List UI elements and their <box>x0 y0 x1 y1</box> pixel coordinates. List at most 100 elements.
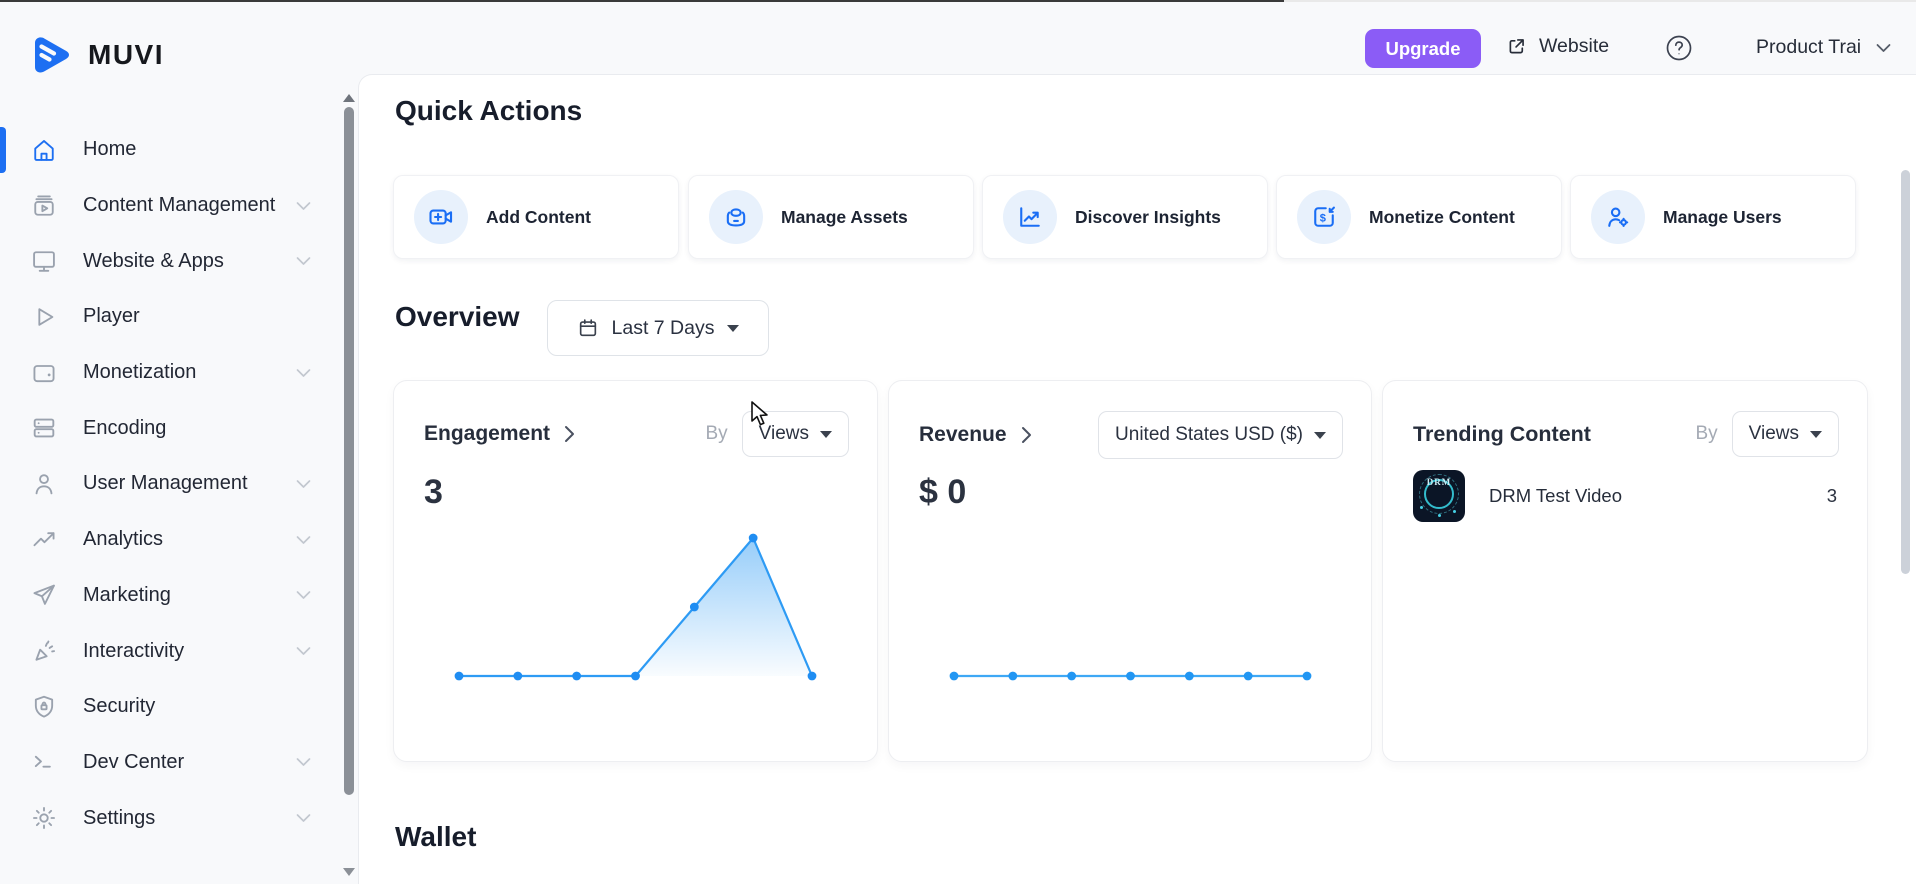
player-icon <box>38 308 54 326</box>
sidebar-item-home[interactable]: Home <box>0 122 358 178</box>
sidebar-item-website-apps[interactable]: Website & Apps <box>0 233 358 289</box>
caret-down-icon <box>1810 430 1822 438</box>
quick-action-label: Manage Users <box>1663 206 1782 227</box>
account-menu[interactable]: Product Trai <box>1756 36 1891 59</box>
trending-card-header: Trending Content By Views <box>1413 411 1839 457</box>
quick-action-manage-users[interactable]: Manage Users <box>1570 175 1856 259</box>
revenue-title: Revenue <box>919 423 1007 446</box>
sidebar-item-label: Home <box>83 138 137 161</box>
brand-name: MUVI <box>88 39 164 70</box>
chevron-right-icon <box>565 426 575 442</box>
content-management-icon <box>34 195 54 216</box>
muvi-logo-icon <box>35 37 69 73</box>
calendar-icon <box>579 319 596 337</box>
main-scrollbar-thumb[interactable] <box>1901 170 1910 574</box>
sidebar-item-settings[interactable]: Settings <box>0 790 358 846</box>
caret-down-icon <box>1314 431 1326 439</box>
engagement-title: Engagement <box>424 422 551 445</box>
chevron-right-icon <box>1021 427 1031 443</box>
quick-action-label: Monetize Content <box>1369 206 1515 227</box>
monetize-content-icon: $ <box>1297 190 1351 244</box>
analytics-icon <box>33 531 55 546</box>
sidebar-scroll-up-arrow[interactable] <box>343 94 355 102</box>
sidebar-item-label: Content Management <box>83 194 276 217</box>
topbar: MUVI Upgrade Website Product Trai <box>0 2 1916 74</box>
trending-item[interactable]: DRM DRM Test Video 3 <box>1413 465 1837 527</box>
window-top-border <box>0 0 1284 2</box>
trending-content-card: Trending Content By Views DRM DRM Test <box>1382 380 1868 762</box>
manage-users-icon <box>1591 190 1645 244</box>
user-management-icon <box>35 474 53 495</box>
help-button[interactable] <box>1664 33 1694 63</box>
trending-metric-dropdown[interactable]: Views <box>1731 411 1839 457</box>
window-top-border-light <box>1284 0 1916 2</box>
active-indicator <box>0 126 6 173</box>
sidebar-item-label: Interactivity <box>83 639 185 662</box>
quick-action-label: Discover Insights <box>1075 206 1221 227</box>
engagement-card-header: Engagement By Views <box>424 411 849 457</box>
sidebar-item-marketing[interactable]: Marketing <box>0 568 358 624</box>
sidebar-item-label: Security <box>83 695 156 718</box>
home-icon <box>34 139 54 161</box>
revenue-currency-value: United States USD ($) <box>1115 424 1303 445</box>
interactivity-icon <box>35 640 55 661</box>
engagement-title-link[interactable]: Engagement <box>424 422 575 446</box>
overview-title: Overview <box>395 301 520 332</box>
quick-action-add-content[interactable]: Add Content <box>393 175 679 259</box>
sidebar-nav: Home Content Management Website & Apps <box>0 122 358 846</box>
svg-text:$: $ <box>1320 213 1326 225</box>
sidebar-item-user-management[interactable]: User Management <box>0 456 358 512</box>
engagement-value: 3 <box>424 473 443 511</box>
quick-action-manage-assets[interactable]: Manage Assets <box>688 175 974 259</box>
revenue-card-header: Revenue United States USD ($) <box>919 411 1343 459</box>
sidebar-item-analytics[interactable]: Analytics <box>0 512 358 568</box>
sidebar-item-label: Dev Center <box>83 750 185 773</box>
marketing-icon <box>33 585 55 606</box>
sidebar-item-label: Monetization <box>83 361 197 384</box>
revenue-card: Revenue United States USD ($) $ 0 <box>888 380 1372 762</box>
engagement-metric-value: Views <box>758 423 809 444</box>
sidebar-scrollbar-thumb[interactable] <box>344 107 354 795</box>
upgrade-button[interactable]: Upgrade <box>1365 29 1481 68</box>
add-content-icon <box>414 190 468 244</box>
engagement-metric-dropdown[interactable]: Views <box>741 411 849 457</box>
date-range-button[interactable]: Last 7 Days <box>547 300 769 356</box>
revenue-line-chart <box>949 671 1312 681</box>
sidebar: Home Content Management Website & Apps <box>0 74 358 884</box>
monetization-icon <box>33 364 55 382</box>
revenue-title-link[interactable]: Revenue <box>919 423 1032 447</box>
chevron-down-icon <box>296 591 311 600</box>
sidebar-item-label: Settings <box>83 806 156 829</box>
quick-action-discover-insights[interactable]: Discover Insights <box>982 175 1268 259</box>
chevron-down-icon <box>296 535 311 544</box>
sidebar-item-dev-center[interactable]: Dev Center <box>0 735 358 791</box>
chevron-down-icon <box>296 201 311 210</box>
account-label: Product Trai <box>1756 36 1862 58</box>
trending-metric-value: Views <box>1748 423 1799 444</box>
settings-icon <box>33 807 55 830</box>
chevron-down-icon <box>296 368 311 377</box>
caret-down-icon <box>727 324 740 332</box>
sidebar-item-player[interactable]: Player <box>0 289 358 345</box>
chevron-down-icon <box>296 480 311 488</box>
muvi-logo[interactable]: MUVI <box>28 32 164 78</box>
sidebar-item-interactivity[interactable]: Interactivity <box>0 623 358 679</box>
sidebar-item-encoding[interactable]: Encoding <box>0 400 358 456</box>
sidebar-item-monetization[interactable]: Monetization <box>0 345 358 401</box>
dev-center-icon <box>34 756 51 769</box>
quick-actions-title: Quick Actions <box>395 95 583 126</box>
security-icon <box>34 695 54 718</box>
sidebar-item-security[interactable]: Security <box>0 679 358 735</box>
help-icon <box>1666 35 1692 61</box>
website-apps-icon <box>33 251 55 272</box>
quick-action-monetize-content[interactable]: $ Monetize Content <box>1276 175 1562 259</box>
sidebar-item-content-management[interactable]: Content Management <box>0 178 358 234</box>
engagement-line-chart <box>454 533 817 681</box>
main-content: Quick Actions Add Content Manage Ass <box>358 74 1916 884</box>
sidebar-scroll-down-arrow[interactable] <box>343 868 355 876</box>
website-link[interactable]: Website <box>1506 35 1609 58</box>
revenue-value: $ 0 <box>919 473 967 511</box>
thumbnail-drm-text: DRM <box>1426 477 1452 487</box>
revenue-currency-dropdown[interactable]: United States USD ($) <box>1098 411 1343 459</box>
